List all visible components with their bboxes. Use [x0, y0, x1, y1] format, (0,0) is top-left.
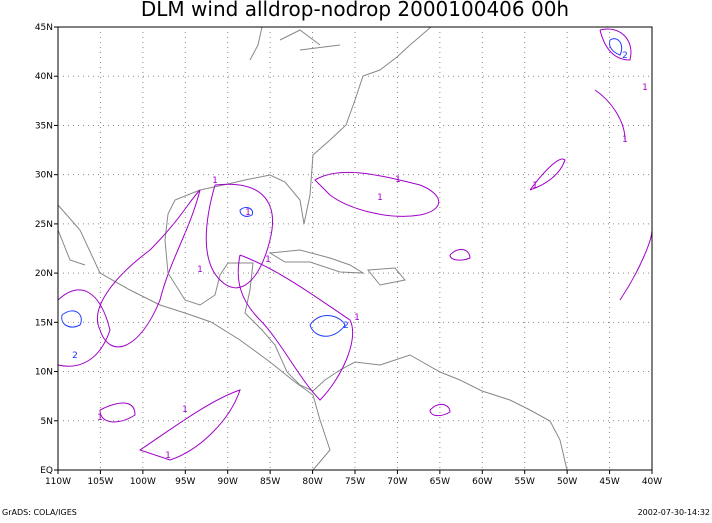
lat-tick-label: 15N [35, 318, 53, 328]
lat-tick-label: 30N [35, 171, 53, 181]
contour-label: 1 [642, 83, 648, 93]
footer-left: GrADS: COLA/IGES [2, 508, 77, 517]
lon-tick-label: 70W [387, 477, 407, 487]
lat-tick-label: 25N [35, 220, 53, 230]
coastlines [57, 26, 568, 471]
contour-label: 1 [395, 175, 401, 185]
contour-label: 1 [197, 265, 203, 275]
lat-tick-label: 45N [35, 23, 53, 33]
lat-tick-label: 35N [35, 121, 53, 131]
contour-label: 1 [354, 313, 360, 323]
contour-label: 2 [343, 321, 349, 331]
lon-tick-label: 40W [642, 477, 662, 487]
lon-tick-label: 90W [218, 477, 238, 487]
contour-label: 1 [532, 181, 538, 191]
lon-tick-label: 65W [430, 477, 450, 487]
lon-tick-label: 110W [45, 477, 71, 487]
contour-label: 1 [212, 176, 218, 186]
contours [57, 28, 653, 461]
lon-tick-label: 105W [87, 477, 113, 487]
lon-tick-label: 80W [302, 477, 322, 487]
plot-frame [57, 26, 653, 471]
lon-tick-label: 75W [345, 477, 365, 487]
contour-label: 2 [622, 51, 628, 61]
lon-tick-label: 85W [260, 477, 280, 487]
contour-label: 1 [165, 451, 171, 461]
lat-tick-label: 5N [41, 417, 53, 427]
contour-label: 1 [97, 413, 103, 423]
contour-label: 1 [182, 405, 188, 415]
lon-tick-label: 95W [175, 477, 195, 487]
contour-label: 1 [622, 135, 628, 145]
lon-tick-label: 45W [599, 477, 619, 487]
lat-tick-label: EQ [40, 466, 53, 476]
lon-tick-label: 60W [472, 477, 492, 487]
contour-label: 1 [265, 255, 271, 265]
lat-tick-label: 40N [35, 72, 53, 82]
title: DLM wind alldrop-nodrop 2000100406 00h [141, 0, 569, 21]
footer-right: 2002-07-30-14:32 [638, 508, 710, 517]
contour-label: 2 [72, 351, 78, 361]
contour-label: 1 [245, 208, 251, 218]
contour-label: 1 [377, 193, 383, 203]
lon-tick-label: 55W [515, 477, 535, 487]
lat-tick-label: 20N [35, 269, 53, 279]
lon-tick-label: 50W [557, 477, 577, 487]
lon-tick-label: 100W [130, 477, 156, 487]
lat-tick-label: 10N [35, 368, 53, 378]
